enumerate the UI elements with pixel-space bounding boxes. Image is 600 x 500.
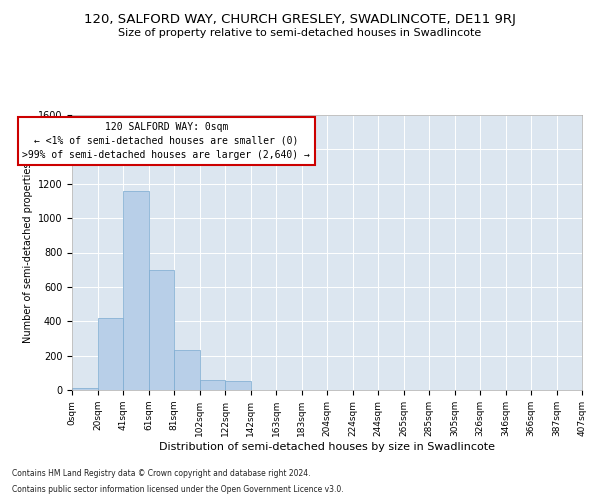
Text: 120 SALFORD WAY: 0sqm
← <1% of semi-detached houses are smaller (0)
>99% of semi: 120 SALFORD WAY: 0sqm ← <1% of semi-deta… xyxy=(22,122,310,160)
Text: 120, SALFORD WAY, CHURCH GRESLEY, SWADLINCOTE, DE11 9RJ: 120, SALFORD WAY, CHURCH GRESLEY, SWADLI… xyxy=(84,12,516,26)
Bar xyxy=(149,270,174,390)
Text: Contains public sector information licensed under the Open Government Licence v3: Contains public sector information licen… xyxy=(12,485,344,494)
Bar xyxy=(225,382,251,390)
Bar xyxy=(97,318,123,390)
Text: Size of property relative to semi-detached houses in Swadlincote: Size of property relative to semi-detach… xyxy=(118,28,482,38)
Bar xyxy=(174,350,199,390)
Bar xyxy=(199,380,225,390)
Bar xyxy=(123,190,149,390)
X-axis label: Distribution of semi-detached houses by size in Swadlincote: Distribution of semi-detached houses by … xyxy=(159,442,495,452)
Y-axis label: Number of semi-detached properties: Number of semi-detached properties xyxy=(23,162,34,343)
Text: Contains HM Land Registry data © Crown copyright and database right 2024.: Contains HM Land Registry data © Crown c… xyxy=(12,468,311,477)
Bar xyxy=(72,388,97,390)
